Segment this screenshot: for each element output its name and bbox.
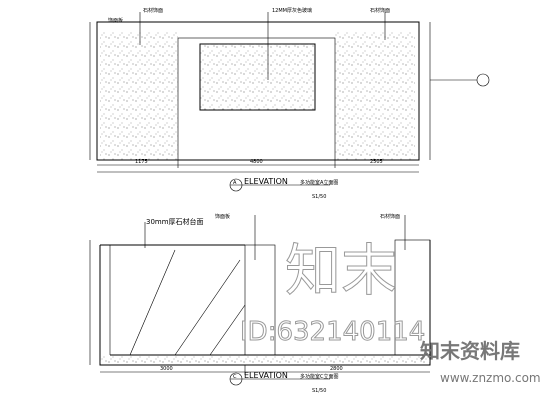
- watermark-brand: 知末: [285, 239, 397, 304]
- elevation-a: 12MM厚灰色玻璃 石材饰面 饰面板 石材饰面 1175 4800 2505 A…: [89, 7, 490, 200]
- title: ELEVATION: [244, 177, 288, 186]
- elevation-c: 30mm厚石材台面 饰面板 石材饰面 3000 2800 C ELEVATION…: [89, 213, 431, 394]
- title: ELEVATION: [244, 371, 288, 380]
- dimension: 2505: [370, 159, 383, 165]
- note: 12MM厚灰色玻璃: [272, 7, 312, 14]
- dimension: 1175: [135, 159, 148, 165]
- glass-fill: [200, 44, 315, 110]
- scale: S1/50: [312, 388, 326, 394]
- note: 石材饰面: [143, 7, 163, 14]
- floor-band: [100, 355, 430, 365]
- hatch: [174, 259, 241, 356]
- marker: A: [233, 180, 237, 186]
- section-mark: [476, 73, 490, 87]
- marker: C: [233, 374, 237, 380]
- stone-panel: [335, 30, 415, 160]
- watermark: 知末 ID:632140114: [240, 239, 426, 348]
- note: 石材饰面: [370, 7, 390, 14]
- hatch: [209, 304, 246, 356]
- stone-panel: [394, 239, 431, 356]
- hatch: [129, 249, 176, 356]
- stone-panel: [100, 30, 178, 160]
- dimension: 2800: [330, 366, 343, 372]
- dimension: 3000: [160, 366, 173, 372]
- lattice-panel: [177, 37, 336, 161]
- subtitle: 多功能室A立面图: [300, 179, 338, 186]
- watermark-url: www.znzmo.com: [440, 371, 541, 385]
- note: 饰面板: [215, 213, 230, 220]
- subtitle: 多功能室C立面图: [300, 373, 339, 380]
- note: 饰面板: [108, 17, 123, 24]
- note: 石材饰面: [380, 213, 400, 220]
- stone-panel: [244, 244, 276, 356]
- watermark-id: ID:632140114: [240, 317, 425, 347]
- note: 30mm厚石材台面: [146, 217, 204, 226]
- dimension: 4800: [250, 159, 263, 165]
- scale: S1/50: [312, 194, 326, 200]
- watermark-library: 知末资料库: [420, 339, 520, 363]
